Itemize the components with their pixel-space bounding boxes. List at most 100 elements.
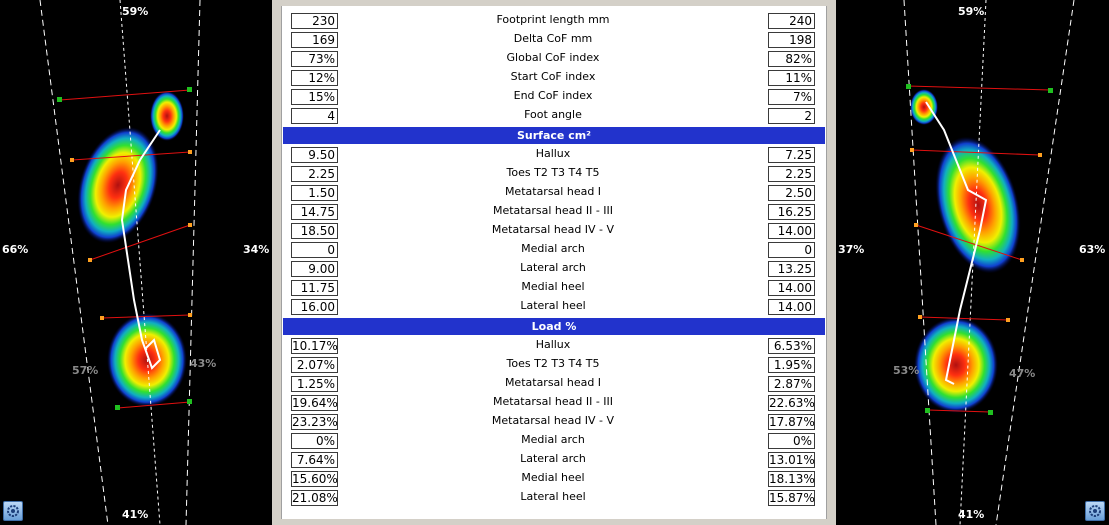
row-label: Medial arch: [521, 433, 585, 446]
load-section-header: Load %: [283, 318, 825, 335]
left-value-field: 73%: [291, 51, 338, 67]
right-value-field: 14.00: [768, 280, 815, 296]
right-heel-left-percent: 53%: [893, 364, 920, 377]
row-label: Metatarsal head IV - V: [491, 223, 615, 236]
row-label: Hallux: [535, 147, 571, 160]
row-label: Foot angle: [524, 108, 582, 121]
row-label: Metatarsal head I: [504, 185, 602, 198]
table-row: 9.00 Lateral arch 13.25: [282, 260, 826, 279]
row-label: Toes T2 T3 T4 T5: [506, 166, 600, 179]
row-label: Medial arch: [521, 242, 585, 255]
left-heel-left-percent: 57%: [72, 364, 99, 377]
right-value-field: 13.01%: [768, 452, 815, 468]
table-row: 2.25 Toes T2 T3 T4 T5 2.25: [282, 165, 826, 184]
right-value-field: 2: [768, 108, 815, 124]
table-row: 2.07% Toes T2 T3 T4 T5 1.95%: [282, 356, 826, 375]
right-value-field: 11%: [768, 70, 815, 86]
left-value-field: 10.17%: [291, 338, 338, 354]
right-value-field: 13.25: [768, 261, 815, 277]
left-foot-pressure-map: [39, 0, 201, 525]
left-value-field: 14.75: [291, 204, 338, 220]
right-foot-pressure-map: [903, 0, 1075, 525]
table-row: 1.25% Metatarsal head I 2.87%: [282, 375, 826, 394]
left-value-field: 11.75: [291, 280, 338, 296]
right-side-right-percent: 63%: [1079, 243, 1106, 256]
row-label: Footprint length mm: [496, 13, 610, 26]
left-value-field: 15.60%: [291, 471, 338, 487]
left-value-field: 169: [291, 32, 338, 48]
right-value-field: 22.63%: [768, 395, 815, 411]
right-value-field: 2.25: [768, 166, 815, 182]
table-row: 16.00 Lateral heel 14.00: [282, 298, 826, 317]
table-row: 0% Medial arch 0%: [282, 432, 826, 451]
settings-gear-icon: [1089, 505, 1101, 517]
right-settings-button[interactable]: [1085, 501, 1105, 521]
right-value-field: 2.87%: [768, 376, 815, 392]
right-heel-right-percent: 47%: [1009, 367, 1036, 380]
table-row: 1.50 Metatarsal head I 2.50: [282, 184, 826, 203]
left-value-field: 21.08%: [291, 490, 338, 506]
right-bottom-percent: 41%: [958, 508, 985, 521]
table-row: 23.23% Metatarsal head IV - V 17.87%: [282, 413, 826, 432]
row-label: Metatarsal head IV - V: [491, 414, 615, 427]
table-row: 9.50 Hallux 7.25: [282, 146, 826, 165]
row-label: Global CoF index: [506, 51, 600, 64]
right-value-field: 7%: [768, 89, 815, 105]
left-value-field: 15%: [291, 89, 338, 105]
table-row: 14.75 Metatarsal head II - III 16.25: [282, 203, 826, 222]
left-value-field: 7.64%: [291, 452, 338, 468]
right-value-field: 7.25: [768, 147, 815, 163]
table-row: 73% Global CoF index 82%: [282, 50, 826, 69]
foot-analysis-table: 230 Footprint length mm 240 169 Delta CoF mm…: [281, 6, 827, 519]
right-value-field: 15.87%: [768, 490, 815, 506]
row-label: Lateral arch: [520, 452, 586, 465]
left-side-right-percent: 34%: [243, 243, 270, 256]
settings-gear-icon: [7, 505, 19, 517]
right-value-field: 1.95%: [768, 357, 815, 373]
row-label: End CoF index: [513, 89, 593, 102]
right-value-field: 2.50: [768, 185, 815, 201]
left-value-field: 1.50: [291, 185, 338, 201]
right-value-field: 17.87%: [768, 414, 815, 430]
right-value-field: 82%: [768, 51, 815, 67]
right-side-left-percent: 37%: [838, 243, 865, 256]
right-value-field: 0: [768, 242, 815, 258]
left-value-field: 0: [291, 242, 338, 258]
left-foot-panel: 59% 41% 66% 34% 57% 43%: [0, 0, 272, 525]
row-label: Metatarsal head II - III: [492, 204, 614, 217]
left-value-field: 4: [291, 108, 338, 124]
row-label: Hallux: [535, 338, 571, 351]
table-row: 4 Foot angle 2: [282, 107, 826, 126]
left-value-field: 18.50: [291, 223, 338, 239]
right-value-field: 16.25: [768, 204, 815, 220]
row-label: Metatarsal head I: [504, 376, 602, 389]
table-row: 230 Footprint length mm 240: [282, 12, 826, 31]
right-value-field: 0%: [768, 433, 815, 449]
left-value-field: 12%: [291, 70, 338, 86]
row-label: Lateral heel: [520, 490, 586, 503]
row-label: Toes T2 T3 T4 T5: [506, 357, 600, 370]
right-value-field: 14.00: [768, 299, 815, 315]
left-value-field: 2.25: [291, 166, 338, 182]
left-value-field: 230: [291, 13, 338, 29]
table-row: 21.08% Lateral heel 15.87%: [282, 489, 826, 508]
left-value-field: 9.00: [291, 261, 338, 277]
row-label: Medial heel: [521, 471, 585, 484]
row-label: Delta CoF mm: [513, 32, 593, 45]
row-label: Lateral heel: [520, 299, 586, 312]
left-side-left-percent: 66%: [2, 243, 29, 256]
left-value-field: 1.25%: [291, 376, 338, 392]
table-row: 15.60% Medial heel 18.13%: [282, 470, 826, 489]
surface-section-header: Surface cm²: [283, 127, 825, 144]
row-label: Medial heel: [521, 280, 585, 293]
table-row: 0 Medial arch 0: [282, 241, 826, 260]
left-settings-button[interactable]: [3, 501, 23, 521]
table-row: 15% End CoF index 7%: [282, 88, 826, 107]
table-row: 19.64% Metatarsal head II - III 22.63%: [282, 394, 826, 413]
right-value-field: 198: [768, 32, 815, 48]
right-value-field: 240: [768, 13, 815, 29]
table-row: 18.50 Metatarsal head IV - V 14.00: [282, 222, 826, 241]
left-value-field: 9.50: [291, 147, 338, 163]
table-row: 7.64% Lateral arch 13.01%: [282, 451, 826, 470]
right-value-field: 14.00: [768, 223, 815, 239]
